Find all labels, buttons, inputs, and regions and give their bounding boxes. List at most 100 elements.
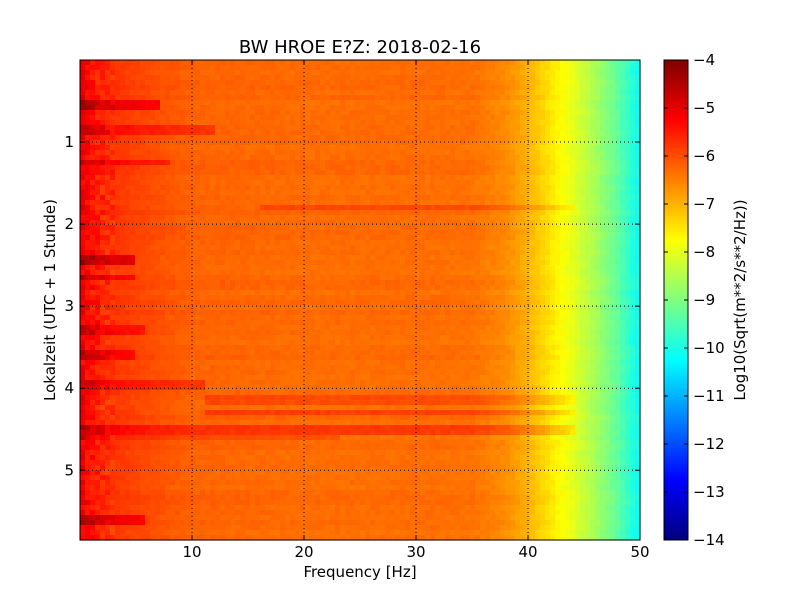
heatmap-cell: [95, 235, 101, 241]
heatmap-cell: [100, 65, 106, 71]
heatmap-cell: [410, 165, 416, 171]
heatmap-cell: [325, 225, 331, 231]
heatmap-cell: [585, 105, 591, 111]
heatmap-cell: [610, 105, 616, 111]
heatmap-cell: [565, 85, 571, 91]
heatmap-cell: [150, 95, 156, 101]
heatmap-cell: [425, 150, 431, 156]
heatmap-cell: [315, 235, 321, 241]
heatmap-cell: [90, 210, 96, 216]
heatmap-cell: [180, 220, 186, 226]
heatmap-cell: [345, 180, 351, 186]
heatmap-cell: [470, 215, 476, 221]
heatmap-cell: [150, 145, 156, 151]
heatmap-cell: [595, 230, 601, 236]
heatmap-cell: [335, 105, 341, 111]
heatmap-cell: [625, 245, 631, 251]
heatmap-cell: [290, 70, 296, 76]
heatmap-cell: [280, 170, 286, 176]
heatmap-cell: [355, 145, 361, 151]
heatmap-cell: [160, 190, 166, 196]
heatmap-cell: [85, 125, 91, 131]
heatmap-cell: [475, 145, 481, 151]
heatmap-cell: [455, 165, 461, 171]
heatmap-cell: [275, 180, 281, 186]
heatmap-cell: [370, 260, 376, 266]
heatmap-cell: [475, 235, 481, 241]
heatmap-cell: [200, 60, 206, 66]
heatmap-cell: [85, 165, 91, 171]
heatmap-cell: [245, 190, 251, 196]
heatmap-cell: [120, 235, 126, 241]
heatmap-cell: [155, 280, 161, 286]
heatmap-cell: [545, 85, 551, 91]
heatmap-cell: [400, 70, 406, 76]
heatmap-cell: [570, 255, 576, 261]
heatmap-cell: [130, 80, 136, 86]
heatmap-cell: [395, 205, 401, 211]
heatmap-cell: [435, 225, 441, 231]
heatmap-cell: [85, 230, 91, 236]
heatmap-cell: [460, 150, 466, 156]
heatmap-cell: [525, 200, 531, 206]
heatmap-cell: [590, 265, 596, 271]
heatmap-cell: [205, 240, 211, 246]
heatmap-cell: [280, 255, 286, 261]
heatmap-cell: [270, 175, 276, 181]
heatmap-cell: [285, 135, 291, 141]
heatmap-cell: [395, 250, 401, 256]
heatmap-cell: [420, 115, 426, 121]
heatmap-cell: [600, 60, 606, 66]
heatmap-cell: [615, 100, 621, 106]
heatmap-cell: [170, 260, 176, 266]
heatmap-cell: [260, 250, 266, 256]
heatmap-cell: [145, 255, 151, 261]
heatmap-cell: [170, 265, 176, 271]
heatmap-cell: [575, 65, 581, 71]
heatmap-cell: [625, 65, 631, 71]
heatmap-cell: [230, 215, 236, 221]
heatmap-cell: [350, 195, 356, 201]
heatmap-cell: [135, 70, 141, 76]
heatmap-cell: [195, 265, 201, 271]
heatmap-cell: [260, 120, 266, 126]
heatmap-cell: [610, 150, 616, 156]
heatmap-cell: [390, 150, 396, 156]
heatmap-cell: [135, 205, 141, 211]
heatmap-cell: [345, 115, 351, 121]
heatmap-cell: [350, 105, 356, 111]
heatmap-cell: [260, 180, 266, 186]
heatmap-cell: [365, 220, 371, 226]
heatmap-cell: [475, 165, 481, 171]
heatmap-cell: [80, 190, 86, 196]
heatmap-cell: [575, 230, 581, 236]
heatmap-cell: [215, 185, 221, 191]
heatmap-cell: [615, 135, 621, 141]
heatmap-cell: [630, 225, 636, 231]
heatmap-cell: [320, 235, 326, 241]
heatmap-cell: [275, 210, 281, 216]
heatmap-cell: [435, 240, 441, 246]
heatmap-cell: [105, 270, 111, 276]
heatmap-cell: [385, 240, 391, 246]
heatmap-cell: [585, 175, 591, 181]
heatmap-cell: [590, 180, 596, 186]
heatmap-cell: [425, 120, 431, 126]
heatmap-cell: [190, 160, 196, 166]
heatmap-cell: [570, 250, 576, 256]
heatmap-cell: [505, 175, 511, 181]
heatmap-cell: [370, 210, 376, 216]
heatmap-cell: [375, 160, 381, 166]
heatmap-cell: [430, 240, 436, 246]
heatmap-cell: [365, 60, 371, 66]
heatmap-cell: [330, 120, 336, 126]
heatmap-cell: [170, 150, 176, 156]
heatmap-cell: [340, 255, 346, 261]
heatmap-cell: [550, 200, 556, 206]
heatmap-cell: [445, 200, 451, 206]
heatmap-cell: [90, 100, 96, 106]
heatmap-cell: [360, 185, 366, 191]
heatmap-cell: [170, 275, 176, 281]
heatmap-cell: [270, 60, 276, 66]
heatmap-cell: [180, 170, 186, 176]
